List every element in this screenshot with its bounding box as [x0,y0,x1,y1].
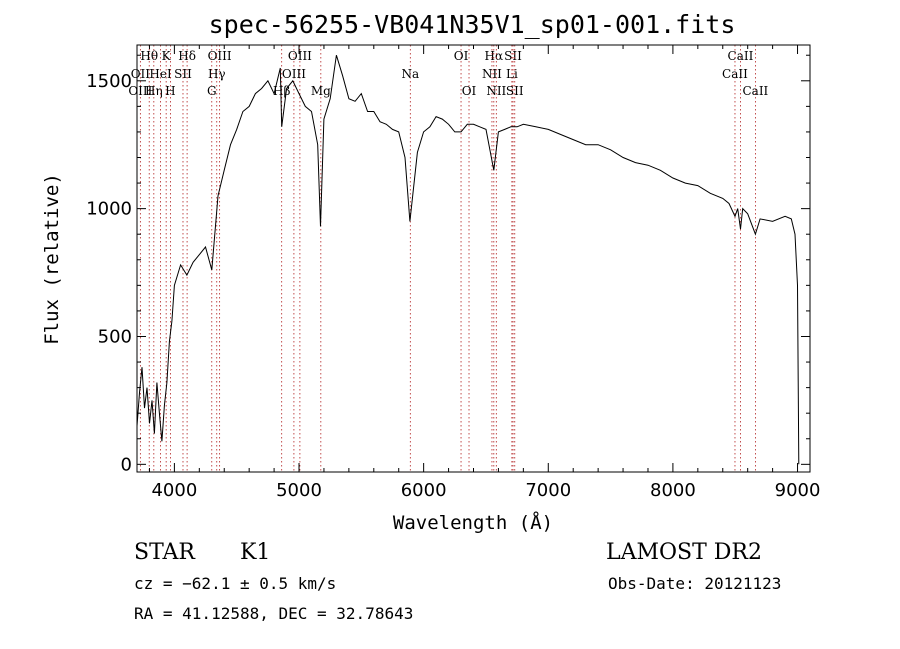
object-class: STAR [134,540,195,565]
survey-name: LAMOST DR2 [606,540,762,565]
spectral-line-label: Hα [485,49,504,63]
plot-frame [136,44,811,473]
x-tick-label: 7000 [525,480,571,501]
x-tick-label: 6000 [401,480,447,501]
spectral-line-label: OII [131,67,151,81]
y-axis: 0 500 1000 1500 [86,54,810,475]
spectral-line-label: CaII [722,67,748,81]
spectral-line-label: Hθ [140,49,158,63]
spectral-line-label: NII [486,84,506,98]
object-subclass: K1 [240,540,271,565]
x-axis-label: Wavelength (Å) [393,511,553,534]
spectral-line-label: Mg [311,84,331,98]
x-axis: 4000 5000 6000 7000 8000 9000 [148,45,821,501]
spectral-line-label: CaII [728,49,754,63]
spectral-line-label: OIII [128,84,152,98]
y-tick-label: 1000 [86,199,132,220]
spectral-line-label: OI [462,84,477,98]
x-tick-label: 8000 [650,480,696,501]
y-tick-label: 500 [98,326,132,347]
spectrum-series-line [136,55,800,465]
spectral-line-label: CaII [742,84,768,98]
y-tick-label: 0 [121,454,132,475]
spectral-line-label: SII [506,84,524,98]
x-tick-label: 9000 [775,480,821,501]
redshift-cz: cz = −62.1 ± 0.5 km/s [134,574,337,593]
spectral-line-label: Hδ [178,49,196,63]
y-tick-label: 1500 [86,71,132,92]
spectral-line-label: Li [506,67,518,81]
chart-title: spec-56255-VB041N35V1_sp01-001.fits [209,10,736,39]
y-axis-label: Flux (relative) [41,173,63,345]
spectral-line-label: OIII [288,49,312,63]
spectral-line-label: Hγ [208,67,226,81]
x-tick-label: 4000 [151,480,197,501]
spectral-line-label: OI [454,49,469,63]
spectral-line-label: Hη [145,84,163,98]
sky-coordinates: RA = 41.12588, DEC = 32.78643 [134,604,414,623]
spectral-line-label: OIII [208,49,232,63]
spectral-line-label: SII [174,67,192,81]
spectral-line-label: G [207,84,217,98]
x-tick-label: 5000 [276,480,322,501]
observation-date: Obs-Date: 20121123 [608,574,782,593]
spectral-line-label: Na [401,67,419,81]
spectral-line-label: H [165,84,175,98]
spectral-line-label: NII [482,67,502,81]
spectral-line-label: K [162,49,172,63]
spectral-line-label: HeI [149,67,172,81]
spectral-line-label: SII [504,49,522,63]
spectral-line-label: OIII [282,67,306,81]
